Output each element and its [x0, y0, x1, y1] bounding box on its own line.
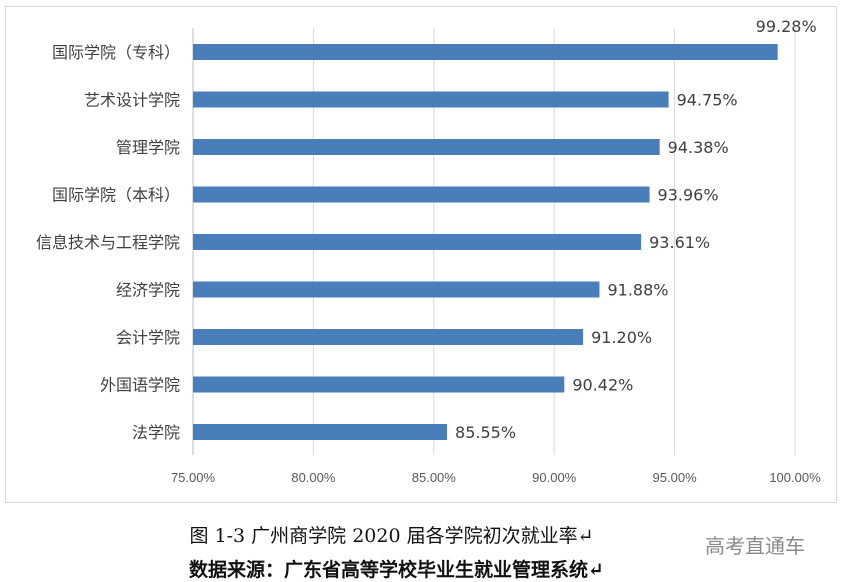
data-source: 数据来源：广东省高等学校毕业生就业管理系统↵: [189, 559, 604, 581]
data-label: 91.88%: [607, 281, 668, 300]
category-label: 法学院: [132, 423, 180, 442]
bar: [193, 281, 600, 298]
data-label: 85.55%: [455, 423, 516, 442]
data-label: 99.28%: [756, 17, 817, 36]
bar: [193, 139, 660, 155]
chart-frame: [5, 6, 837, 503]
category-label: 管理学院: [116, 138, 180, 157]
x-tick-label: 80.00%: [291, 470, 336, 485]
x-tick-label: 85.00%: [412, 470, 457, 485]
x-tick-label: 95.00%: [653, 470, 698, 485]
x-tick-label: 90.00%: [532, 470, 577, 485]
category-label: 国际学院（本科）: [52, 186, 180, 205]
data-label: 91.20%: [591, 328, 652, 347]
category-label: 外国语学院: [100, 376, 180, 395]
bar: [193, 44, 778, 60]
x-tick-label: 75.00%: [171, 470, 216, 485]
bar: [193, 234, 642, 250]
x-tick-label: 100.00%: [769, 470, 821, 485]
bar: [193, 91, 669, 108]
data-label: 93.96%: [658, 186, 719, 205]
data-label: 93.61%: [649, 233, 710, 252]
watermark: 高考直通车: [705, 534, 805, 558]
bar: [193, 376, 565, 393]
data-label: 94.38%: [668, 138, 729, 157]
figure-caption: 图 1-3 广州商学院 2020 届各学院初次就业率↵: [189, 525, 594, 547]
bar-chart: 75.00% 80.00% 85.00% 90.00% 95.00% 100.00% 国际学…: [36, 17, 821, 485]
category-label: 经济学院: [116, 281, 180, 300]
category-label: 信息技术与工程学院: [36, 233, 180, 252]
category-label: 国际学院（专科）: [52, 43, 180, 62]
bar: [193, 424, 448, 440]
bar: [193, 186, 650, 203]
data-label: 94.75%: [677, 91, 738, 110]
category-label: 艺术设计学院: [84, 91, 180, 110]
category-label: 会计学院: [116, 328, 180, 347]
bar: [193, 329, 584, 345]
data-label: 90.42%: [572, 376, 633, 395]
